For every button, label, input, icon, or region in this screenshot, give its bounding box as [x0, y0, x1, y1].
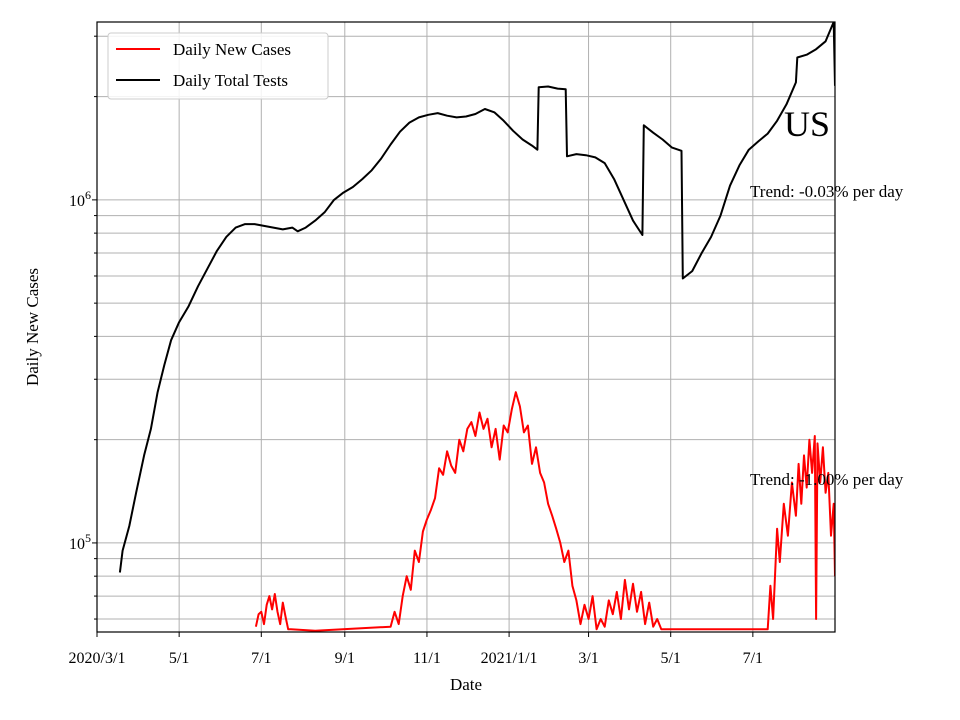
legend-box	[107, 32, 329, 100]
chart-title: US	[784, 104, 830, 144]
x-tick-label: 7/1	[251, 650, 271, 667]
x-tick-label: 11/1	[413, 650, 441, 667]
x-tick-label: 5/1	[169, 650, 189, 667]
x-tick-label: 9/1	[335, 650, 355, 667]
x-tick-label: 7/1	[743, 650, 763, 667]
axis-ticks: 2020/3/1 5/1 7/1 9/1 11/1 2021/1/1 3/1 5/1 7/1 10…	[69, 35, 763, 667]
series-line-daily-new-cases	[254, 391, 835, 632]
plot-frame	[96, 21, 836, 633]
legend: Daily New Cases Daily Total Tests	[107, 32, 329, 100]
x-tick-label: 5/1	[660, 650, 680, 667]
y-axis-title: Daily New Cases	[23, 268, 42, 386]
trend-annotation-cases: Trend: -1.00% per day	[750, 470, 904, 489]
x-tick-label: 2021/1/1	[481, 650, 538, 667]
legend-label-tests: Daily Total Tests	[173, 71, 288, 90]
legend-label-cases: Daily New Cases	[173, 40, 291, 59]
y-tick-label: 106	[69, 188, 91, 210]
x-axis-title: Date	[450, 675, 482, 694]
series-layer	[118, 22, 835, 632]
trend-annotation-tests: Trend: -0.03% per day	[750, 182, 904, 201]
x-tick-label: 3/1	[578, 650, 598, 667]
series-line-daily-total-tests	[118, 22, 835, 573]
x-tick-label: 2020/3/1	[69, 650, 126, 667]
y-tick-label: 105	[69, 531, 91, 553]
